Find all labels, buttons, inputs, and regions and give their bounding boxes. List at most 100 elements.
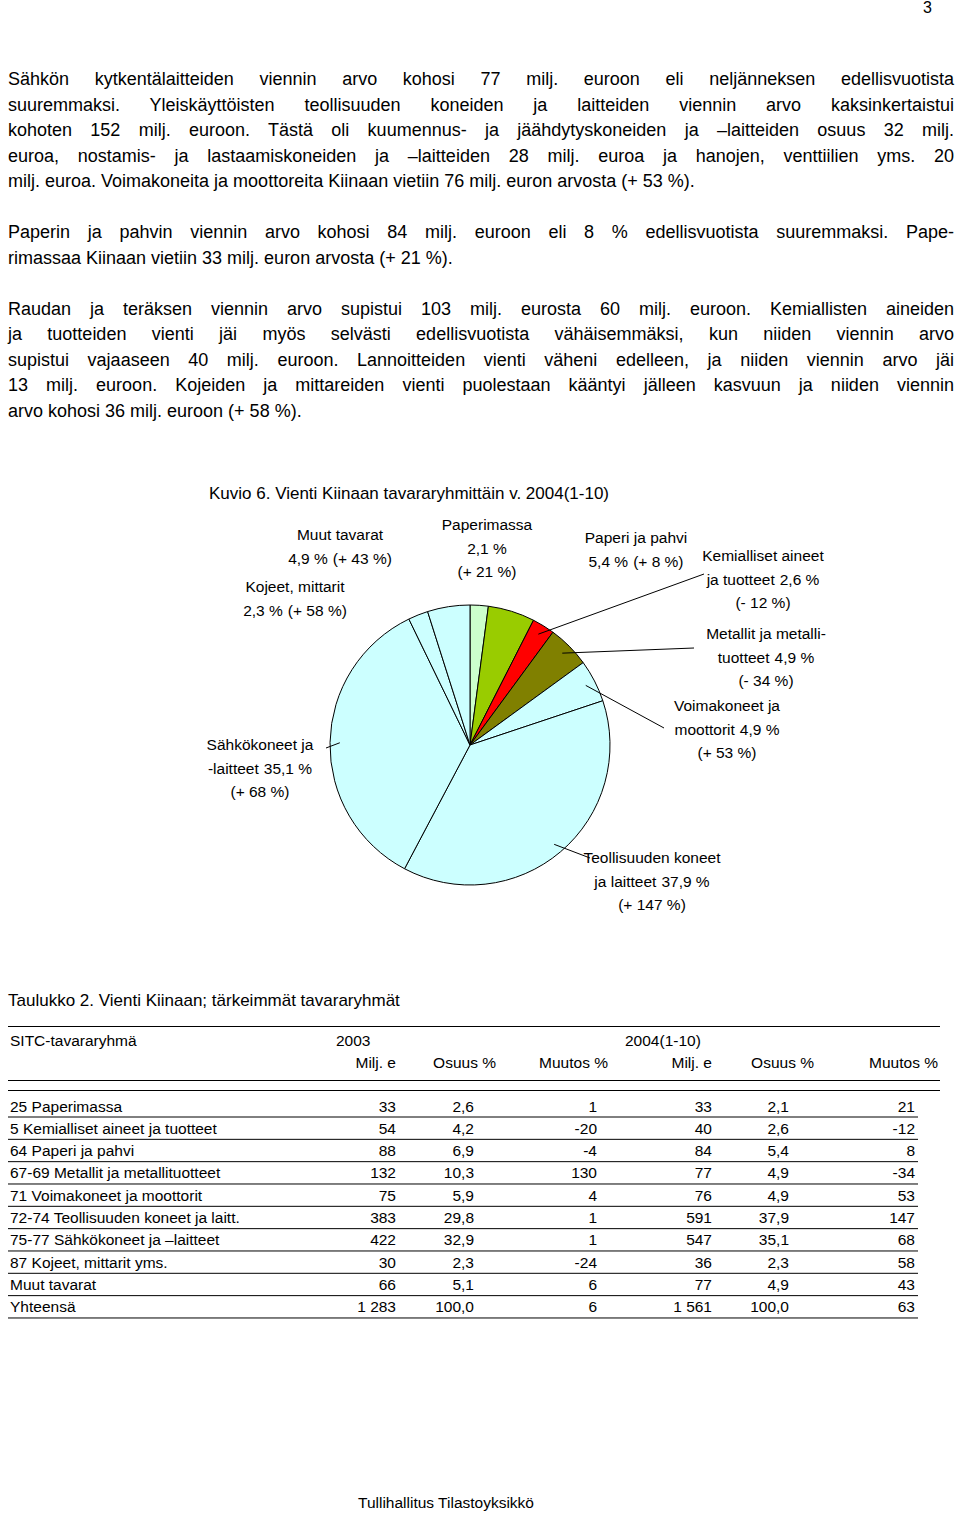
table-cell: 422 bbox=[370, 1231, 396, 1248]
table-rule bbox=[8, 1117, 918, 1118]
table-cell: 147 bbox=[889, 1209, 915, 1226]
slice-label-line: ja laitteet37,9 % bbox=[593, 873, 710, 890]
table-cell: 36 bbox=[695, 1254, 712, 1271]
category-name: Paperi ja pahvi bbox=[585, 529, 688, 546]
table-cell: -20 bbox=[575, 1120, 598, 1137]
table-cell: -24 bbox=[575, 1254, 598, 1271]
table-rule bbox=[8, 1206, 918, 1207]
data-label: 37,9 % bbox=[661, 873, 709, 890]
data-label: 2,3 % bbox=[243, 602, 283, 619]
table-rule bbox=[8, 1295, 918, 1296]
header-year: 2004(1-10) bbox=[625, 1032, 701, 1049]
slice-label-line: moottorit4,9 % bbox=[675, 721, 780, 738]
body-text: Sähkön kytkentälaitteiden viennin arvo k… bbox=[8, 67, 954, 450]
header-column: Muutos % bbox=[539, 1054, 608, 1071]
row-label: Yhteensä bbox=[10, 1298, 76, 1315]
header-column: Milj. e bbox=[672, 1054, 712, 1071]
chart-title: Kuvio 6. Vienti Kiinaan tavararyhmittäin… bbox=[209, 484, 609, 503]
category-name: ja tuotteet bbox=[706, 571, 776, 588]
change-label: (+ 43 %) bbox=[333, 550, 392, 567]
row-label: 71 Voimakoneet ja moottorit bbox=[10, 1187, 203, 1204]
table-cell: 5,4 bbox=[767, 1142, 789, 1159]
table-cell: 68 bbox=[898, 1231, 915, 1248]
table-rule bbox=[8, 1080, 940, 1081]
table-rule bbox=[8, 1090, 940, 1091]
table-cell: 77 bbox=[695, 1276, 712, 1293]
header-year: 2003 bbox=[336, 1032, 370, 1049]
slice-label-line: Metallit ja metalli- bbox=[706, 625, 826, 642]
slice-labels: Paperimassa 2,1 % (+ 21 %) Paperi ja pahvi 5… bbox=[207, 516, 826, 913]
change-label: (+ 21 %) bbox=[457, 563, 516, 580]
change-label: (+ 147 %) bbox=[618, 896, 686, 913]
table-cell: 33 bbox=[695, 1098, 712, 1115]
table-title: Taulukko 2. Vienti Kiinaan; tärkeimmät t… bbox=[8, 991, 400, 1010]
slice-label-line: Kojeet, mittarit bbox=[245, 578, 345, 595]
change-label: (- 34 %) bbox=[738, 672, 793, 689]
table-cell: 130 bbox=[571, 1164, 597, 1181]
table-cell: 4,2 bbox=[452, 1120, 474, 1137]
slice-label-line: Sähkökoneet ja bbox=[207, 736, 314, 753]
leader-line bbox=[586, 685, 664, 728]
slice-label-line: 2,3 % (+ 58 %) bbox=[243, 602, 347, 619]
table-rule bbox=[8, 1026, 940, 1027]
slice-label-line: (+ 21 %) bbox=[457, 563, 516, 580]
text-line: rimassaa Kiinaan vietiin 33 milj. euron … bbox=[8, 246, 954, 272]
slice-label-line: Teollisuuden koneet bbox=[583, 849, 721, 866]
table-cell: 591 bbox=[686, 1209, 712, 1226]
row-label: Muut tavarat bbox=[10, 1276, 97, 1293]
pie-chart: Kuvio 6. Vienti Kiinaan tavararyhmittäin… bbox=[207, 484, 826, 913]
change-label: (+ 58 %) bbox=[288, 602, 347, 619]
slice-label-line: 5,4 %(+ 8 %) bbox=[588, 553, 683, 570]
page: {"page_number": "3", "paragraphs": [ ["S… bbox=[0, 0, 960, 1517]
table-cell: 132 bbox=[370, 1164, 396, 1181]
text-line: milj. euroa. Voimakoneita ja moottoreita… bbox=[8, 169, 954, 195]
slice-label-line: Muut tavarat bbox=[297, 526, 384, 543]
paragraph: Raudan ja teräksen viennin arvo supistui… bbox=[8, 297, 954, 425]
header-column: Osuus % bbox=[433, 1054, 496, 1071]
data-label: 2,1 % bbox=[467, 540, 507, 557]
table-rule bbox=[8, 1183, 918, 1184]
table-cell: 6 bbox=[588, 1276, 597, 1293]
header-label: SITC-tavararyhmä bbox=[10, 1032, 137, 1049]
header-column: Milj. e bbox=[356, 1054, 396, 1071]
paragraph: Paperin ja pahvin viennin arvo kohosi 84… bbox=[8, 220, 954, 271]
change-label: (- 12 %) bbox=[735, 594, 790, 611]
change-label: (+ 8 %) bbox=[633, 553, 683, 570]
text-line: Sähkön kytkentälaitteiden viennin arvo k… bbox=[8, 67, 954, 93]
table-cell: 37,9 bbox=[759, 1209, 789, 1226]
text-line: 13 milj. euroon. Kojeiden ja mittareiden… bbox=[8, 373, 954, 399]
text-line: suuremmaksi. Yleiskäyttöisten teollisuud… bbox=[8, 93, 954, 119]
table-cell: 100,0 bbox=[435, 1298, 474, 1315]
table-rule bbox=[8, 1250, 918, 1251]
table-cell: 54 bbox=[379, 1120, 397, 1137]
table-cell: 6 bbox=[588, 1298, 597, 1315]
slice-label-line: (- 34 %) bbox=[738, 672, 793, 689]
table-cell: 4,9 bbox=[767, 1276, 789, 1293]
text-line: Paperin ja pahvin viennin arvo kohosi 84… bbox=[8, 220, 954, 246]
slice-label-line: (+ 68 %) bbox=[230, 783, 289, 800]
slice-label-line: Paperimassa bbox=[442, 516, 533, 533]
table-cell: -12 bbox=[893, 1120, 915, 1137]
category-name: Paperimassa bbox=[442, 516, 533, 533]
page-number: 3 bbox=[923, 0, 932, 18]
category-name: moottorit bbox=[675, 721, 736, 738]
table-cell: 547 bbox=[686, 1231, 712, 1248]
slice-label-line: (- 12 %) bbox=[735, 594, 790, 611]
row-label: 5 Kemialliset aineet ja tuotteet bbox=[10, 1120, 217, 1137]
table-cell: 75 bbox=[379, 1187, 396, 1204]
table-cell: 77 bbox=[695, 1164, 712, 1181]
text-line: arvo kohosi 36 milj. euroon (+ 58 %). bbox=[8, 399, 954, 425]
change-label: (+ 68 %) bbox=[230, 783, 289, 800]
table-rule bbox=[8, 1317, 918, 1318]
data-label: 4,9 % bbox=[288, 550, 328, 567]
leader-line bbox=[554, 844, 590, 858]
table-cell: 2,3 bbox=[452, 1254, 474, 1271]
row-label: 75-77 Sähkökoneet ja –laitteet bbox=[10, 1231, 220, 1248]
category-name: Sähkökoneet ja bbox=[207, 736, 314, 753]
table-cell: 10,3 bbox=[444, 1164, 474, 1181]
table-cell: 4 bbox=[588, 1187, 597, 1204]
slice-label-line: -laitteet35,1 % bbox=[208, 760, 312, 777]
category-name: Voimakoneet ja bbox=[674, 697, 780, 714]
table-cell: 2,6 bbox=[452, 1098, 474, 1115]
data-label: 2,6 % bbox=[780, 571, 820, 588]
